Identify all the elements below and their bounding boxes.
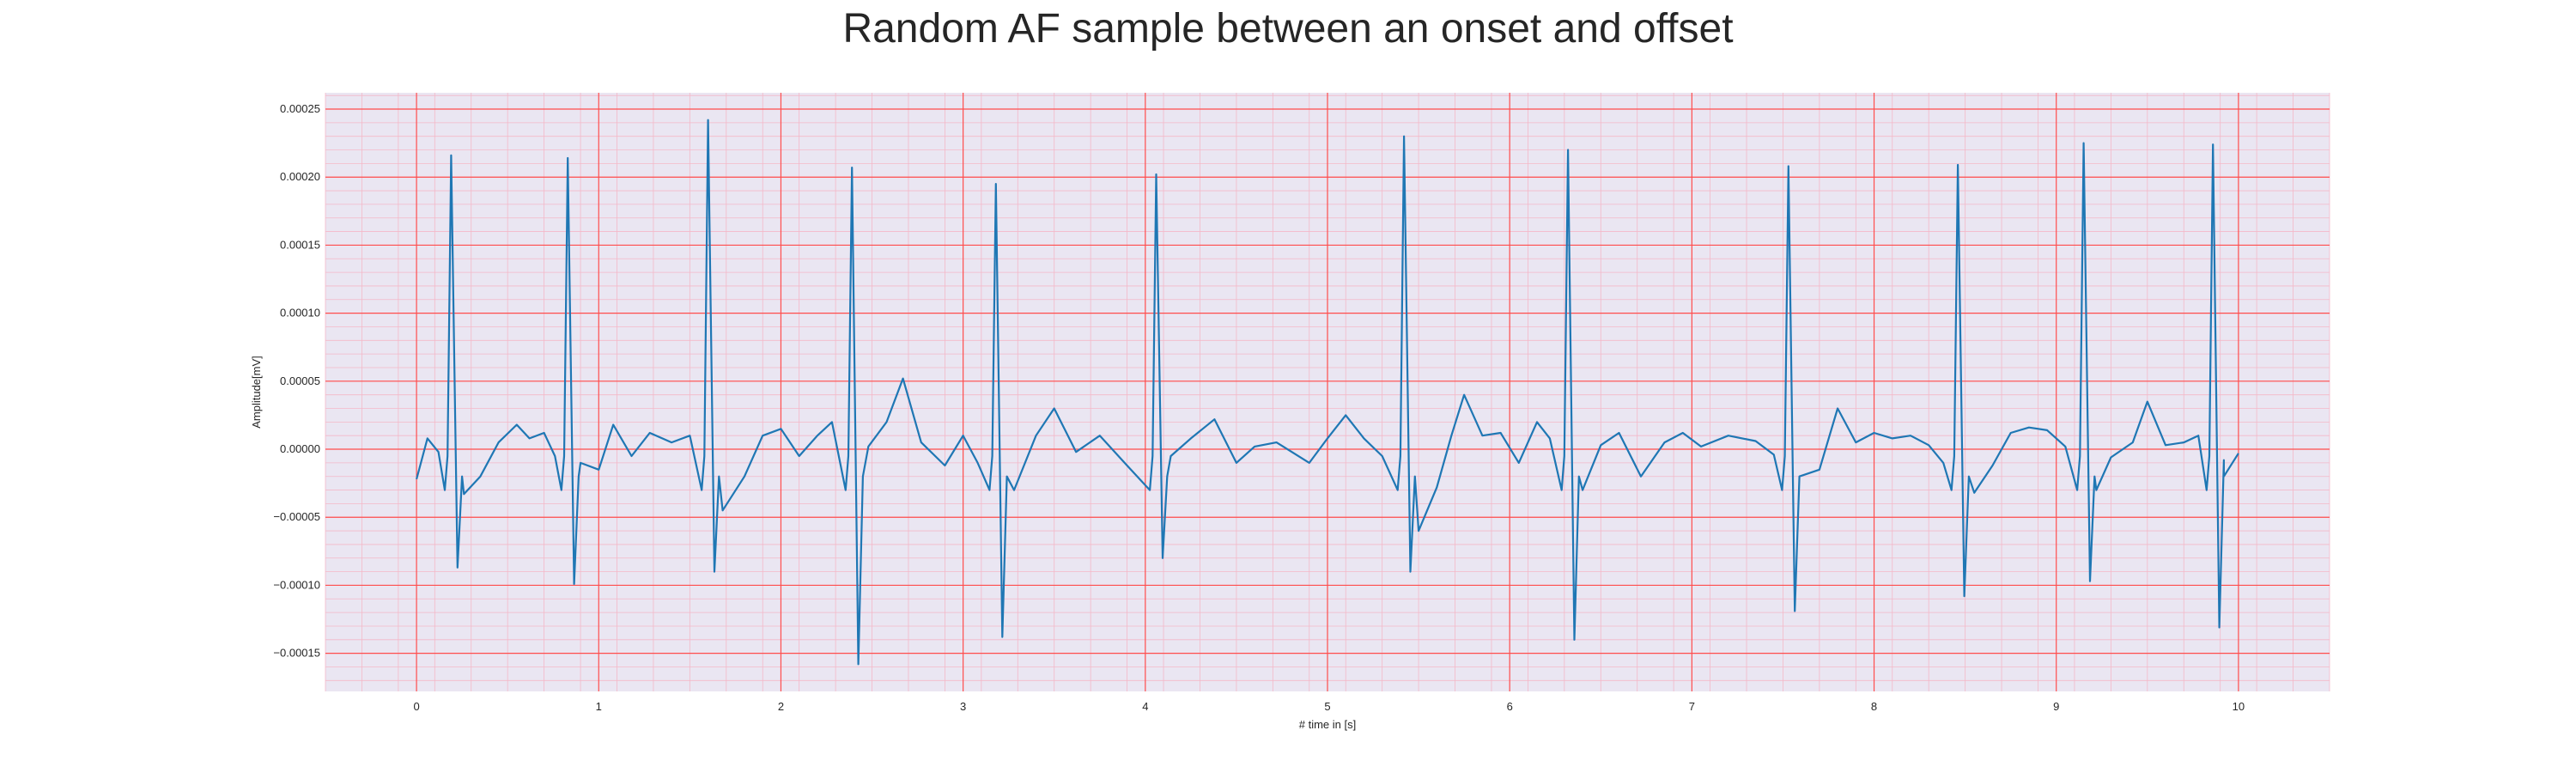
y-tick-label: 0.00020 (280, 170, 320, 183)
chart-title: Random AF sample between an onset and of… (842, 6, 1734, 52)
y-tick-label: 0.00005 (280, 374, 320, 387)
major-grid (325, 93, 2330, 691)
x-tick-label: 7 (1689, 700, 1695, 713)
x-tick-label: 6 (1507, 700, 1513, 713)
x-axis-label: # time in [s] (1299, 718, 1356, 731)
x-tick-label: 10 (2233, 700, 2245, 713)
y-tick-label: 0.00015 (280, 238, 320, 251)
y-tick-label: 0.00025 (280, 102, 320, 115)
x-tick-label: 4 (1142, 700, 1148, 713)
x-tick-label: 3 (960, 700, 966, 713)
y-tick-label: 0.00010 (280, 307, 320, 320)
y-tick-label: 0.00000 (280, 442, 320, 455)
x-tick-label: 9 (2053, 700, 2059, 713)
x-tick-label: 2 (778, 700, 784, 713)
x-tick-label: 1 (596, 700, 602, 713)
x-tick-label: 5 (1324, 700, 1330, 713)
series-line (416, 119, 2239, 666)
x-tick-label: 8 (1871, 700, 1877, 713)
y-tick-label: −0.00005 (273, 510, 320, 523)
x-tick-label: 0 (413, 700, 419, 713)
y-axis-ticks: −0.00015 −0.00010 −0.00005 0.00000 0.00005 0.… (273, 102, 320, 660)
y-tick-label: −0.00015 (273, 647, 320, 660)
y-axis-label: Amplitude[mV] (250, 356, 263, 429)
y-tick-label: −0.00010 (273, 578, 320, 591)
x-axis-ticks: 0 1 2 3 4 5 6 7 8 9 10 (413, 700, 2245, 713)
